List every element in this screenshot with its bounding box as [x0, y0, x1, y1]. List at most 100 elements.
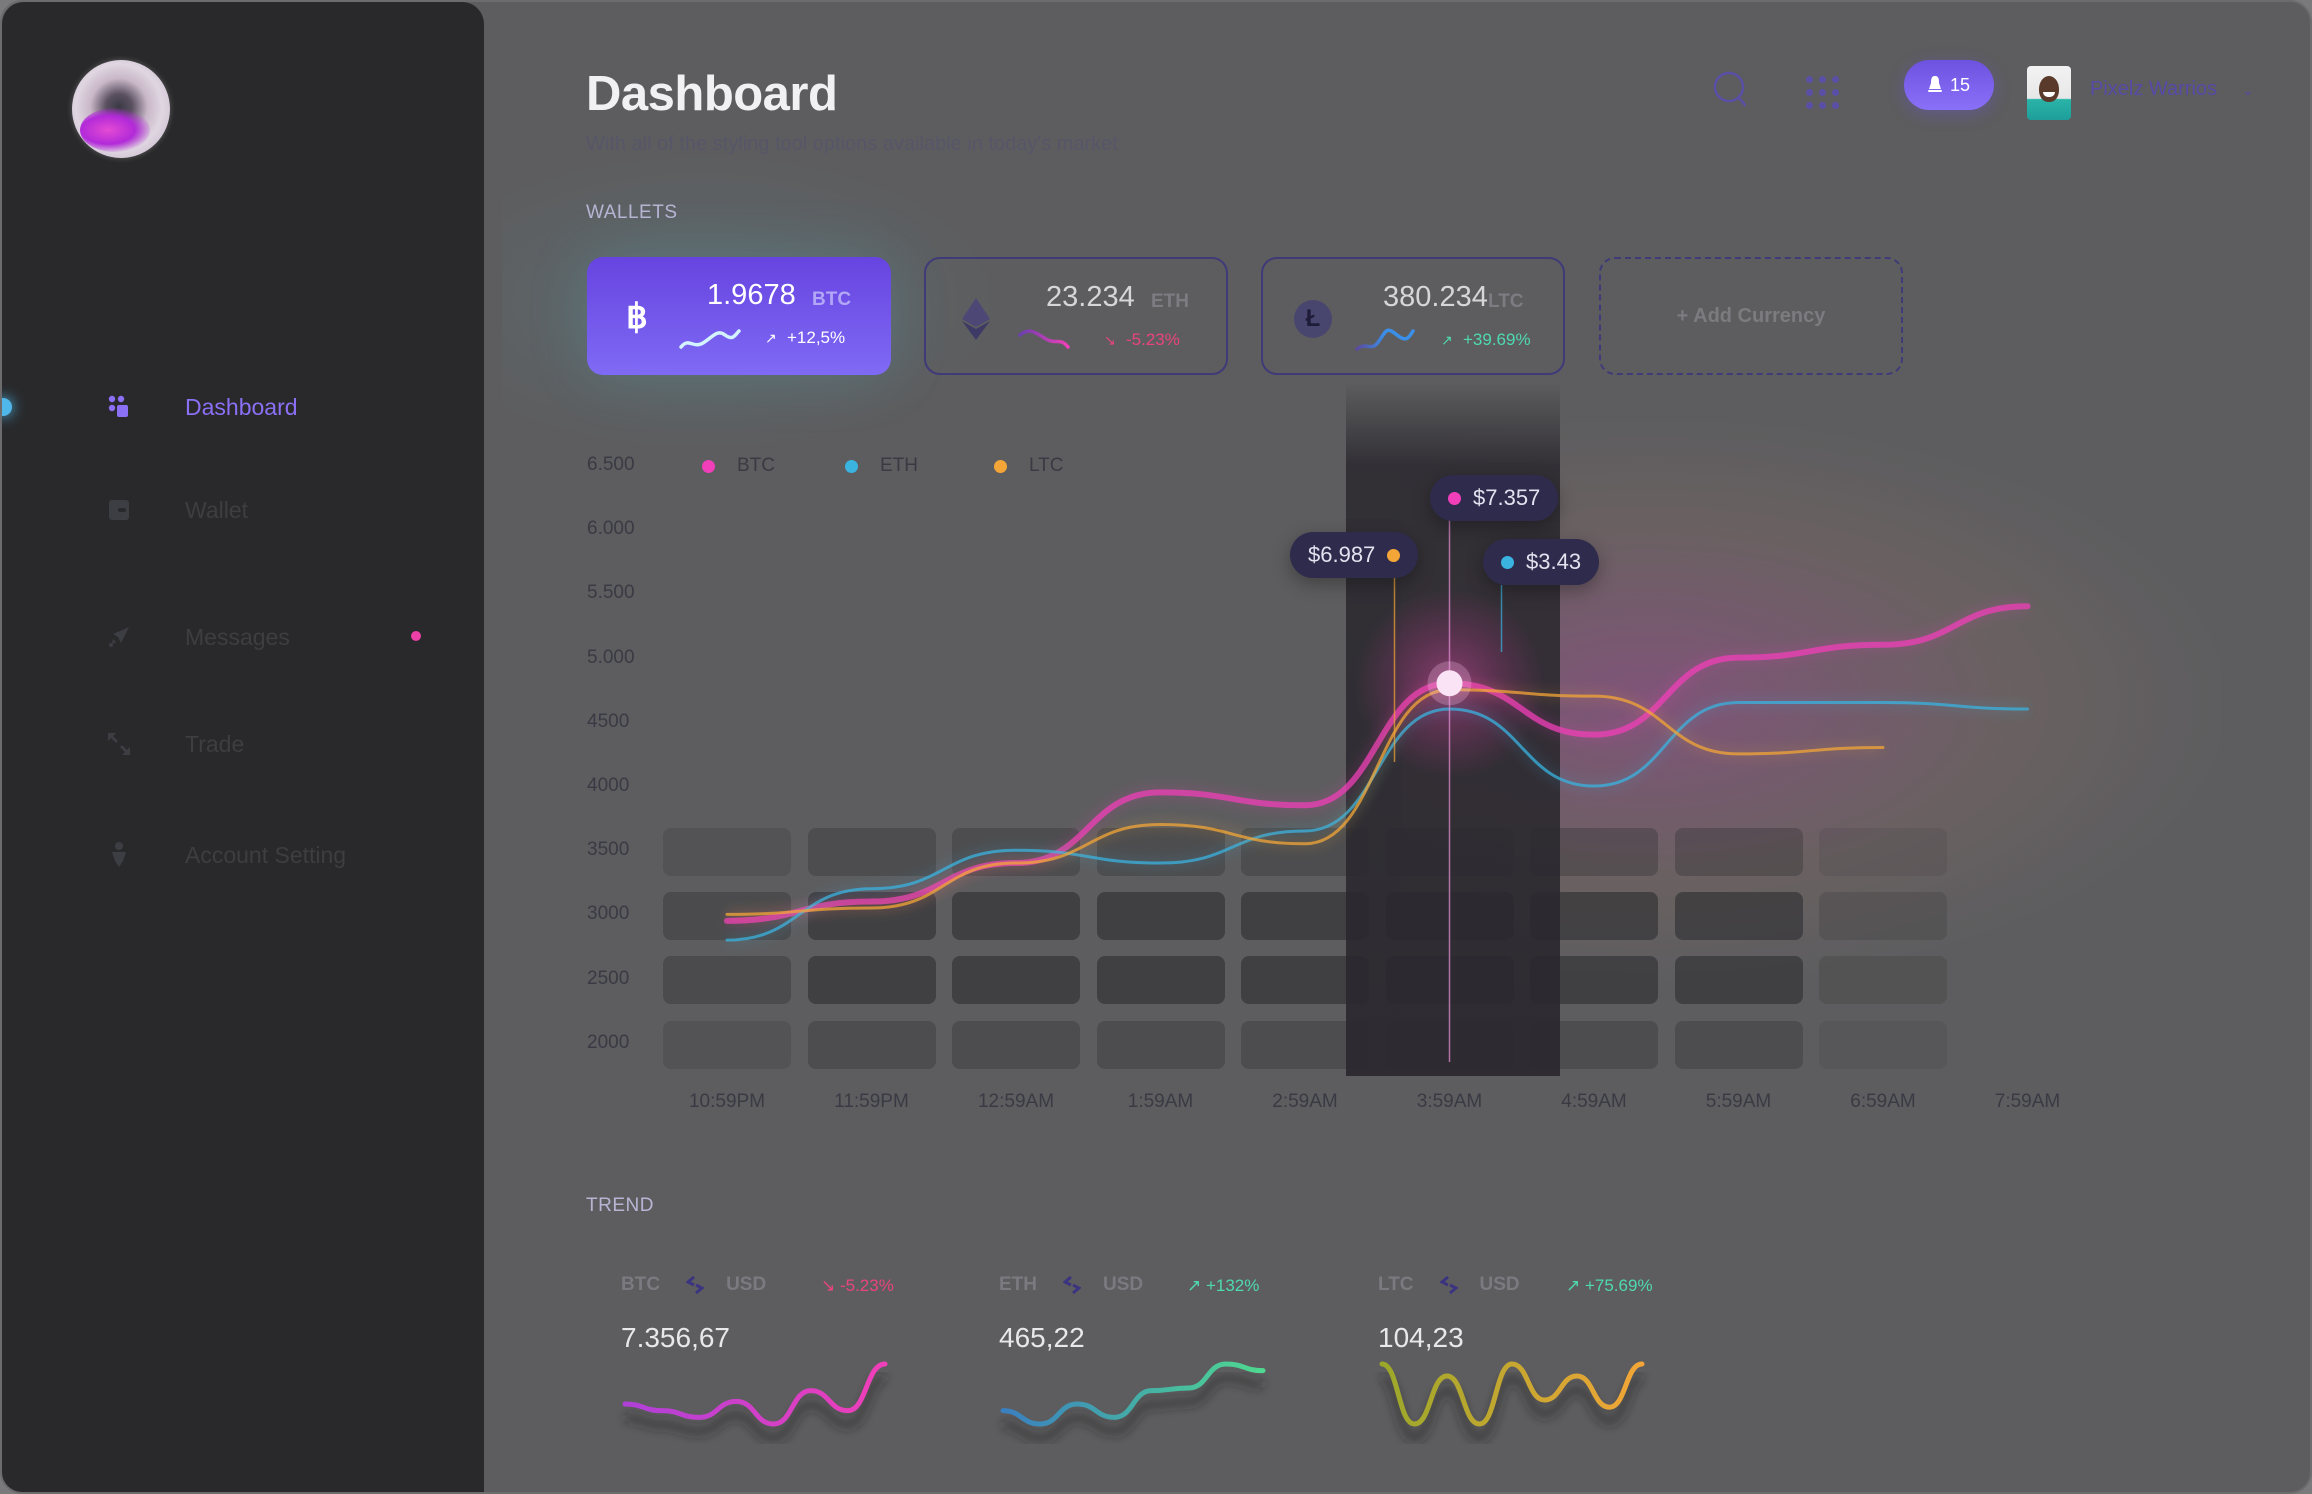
trend-value: 104,23: [1378, 1322, 1464, 1353]
pair-quote: USD: [1103, 1274, 1144, 1295]
arrow-up-right-icon: ↗: [1566, 1276, 1585, 1295]
apps-grid-button[interactable]: [1806, 76, 1840, 110]
trend-sparkline: [622, 1361, 888, 1443]
grid-dot-icon: [1832, 89, 1839, 96]
sidebar-item-messages[interactable]: Messages: [106, 617, 290, 657]
wallet-code: LTC: [1488, 291, 1524, 312]
tooltip-ltc: $6.987: [1290, 532, 1419, 578]
legend-dot: [702, 459, 715, 473]
avatar-face: [2039, 76, 2059, 102]
x-tick-label: 6:59AM: [1850, 1091, 1916, 1112]
trend-card-eth[interactable]: ETH USD ↗ +132% 465,22: [999, 1274, 1329, 1454]
tooltip-value: $3.43: [1526, 549, 1582, 574]
app-logo[interactable]: [72, 60, 170, 158]
wallet-card-btc[interactable]: ฿ 1.9678 BTC ↗ +12,5%: [587, 257, 891, 375]
litecoin-icon: Ł: [1293, 299, 1333, 339]
pair-base: LTC: [1378, 1274, 1414, 1295]
wallet-change: +12,5%: [787, 328, 846, 347]
pair-quote: USD: [1479, 1274, 1520, 1295]
y-tick-label: 2000: [587, 1031, 630, 1053]
trend-sparkline: [1379, 1361, 1645, 1443]
trend-change: ↗ +132%: [1187, 1276, 1259, 1296]
y-tick-label: 5.000: [587, 646, 635, 668]
sidebar-item-dashboard[interactable]: Dashboard: [106, 387, 298, 427]
x-tick-label: 5:59AM: [1705, 1091, 1772, 1112]
grid-cell: [807, 956, 936, 1005]
tooltip-dot: [1448, 491, 1461, 505]
legend-dot: [994, 459, 1007, 473]
wallet-sparkline: [1355, 328, 1415, 351]
grid-cell: [952, 956, 1080, 1005]
user-name[interactable]: Pixelz Warrios: [2090, 78, 2218, 100]
grid-dot-icon: [1806, 89, 1813, 96]
search-button[interactable]: [1712, 70, 1752, 110]
grid-cell: [1819, 828, 1947, 876]
x-tick-label: 7:59AM: [1994, 1091, 2061, 1112]
wallet-icon: [106, 497, 132, 523]
sparkline-shadow: [624, 1374, 886, 1443]
trend-card-btc[interactable]: BTC USD ↘ -5.23% 7.356,67: [621, 1274, 951, 1454]
y-tick-label: 3000: [587, 903, 630, 925]
swap-icon: [1063, 1275, 1081, 1295]
active-indicator: [2, 398, 12, 416]
y-tick-label: 3500: [587, 839, 630, 861]
grid-cell: [1819, 956, 1947, 1005]
tooltip-dot: [1387, 548, 1401, 562]
avatar[interactable]: [2027, 66, 2071, 120]
x-tick-label: 1:59AM: [1127, 1091, 1194, 1112]
grid-cell: [1096, 892, 1225, 941]
user-icon: [106, 842, 132, 868]
grid-cell: [663, 1020, 791, 1069]
swap-icon: [1439, 1275, 1458, 1295]
bitcoin-icon: ฿: [626, 298, 648, 336]
arrow-up-right-icon: ↗: [1441, 332, 1453, 348]
wallet-sparkline: [679, 329, 741, 349]
arrow-down-right-icon: ↘: [821, 1276, 840, 1295]
legend-item-eth[interactable]: ETH: [845, 455, 918, 477]
grid-cell: [1096, 956, 1225, 1005]
legend-item-ltc[interactable]: LTC: [994, 455, 1063, 477]
trend-change: ↗ +75.69%: [1566, 1276, 1653, 1296]
sparkline-shadow: [1002, 1373, 1264, 1443]
legend-item-btc[interactable]: BTC: [702, 455, 775, 477]
tooltip-btc: $7.357: [1430, 475, 1559, 521]
tooltip-value: $6.987: [1308, 542, 1376, 567]
grid-dot-icon: [1819, 89, 1826, 96]
grid-cell: [952, 828, 1080, 876]
sidebar-item-trade[interactable]: Trade: [106, 724, 244, 764]
grid-cell: [1674, 1020, 1803, 1069]
sidebar-item-account-setting[interactable]: Account Setting: [106, 835, 346, 875]
wallet-amount: 23.234: [1046, 281, 1135, 313]
grid-cell: [952, 892, 1080, 941]
currency-pair: LTC USD: [1378, 1274, 1520, 1296]
sidebar-item-label: Trade: [185, 730, 245, 757]
grid-dot-icon: [1819, 76, 1826, 83]
y-tick-label: 5.500: [587, 582, 635, 604]
avatar-smile: [2043, 92, 2055, 97]
tooltip-value: $7.357: [1473, 485, 1541, 510]
wallet-sparkline: [1018, 329, 1070, 349]
wallet-card-eth[interactable]: 23.234 ETH ↘ -5.23%: [924, 257, 1228, 375]
add-currency-button[interactable]: + Add Currency: [1599, 257, 1903, 375]
grid-cell: [663, 828, 791, 876]
grid-cell: [807, 828, 936, 876]
wallet-card-ltc[interactable]: Ł 380.234 LTC ↗ +39.69%: [1261, 257, 1565, 375]
y-tick-label: 6.000: [587, 518, 635, 540]
legend-label: ETH: [880, 455, 918, 476]
trend-card-ltc[interactable]: LTC USD ↗ +75.69% 104,23: [1378, 1274, 1708, 1454]
chevron-down-icon[interactable]: ⌄: [2242, 82, 2254, 98]
wallet-code: ETH: [1151, 291, 1189, 312]
wallet-amount: 380.234: [1383, 281, 1488, 313]
notifications-count: 15: [1949, 74, 1971, 95]
notifications-button[interactable]: 15: [1904, 60, 1994, 110]
grid-dot-icon: [1819, 102, 1826, 109]
grid-dot-icon: [1806, 76, 1813, 83]
trade-arrows-icon: [106, 731, 132, 757]
sidebar-item-wallet[interactable]: Wallet: [106, 490, 248, 530]
trend-label: TREND: [586, 1195, 654, 1216]
grid-cell: [663, 956, 791, 1005]
grid-cell: [1674, 892, 1803, 941]
grid-cell: [807, 892, 936, 941]
swap-icon: [686, 1275, 705, 1295]
